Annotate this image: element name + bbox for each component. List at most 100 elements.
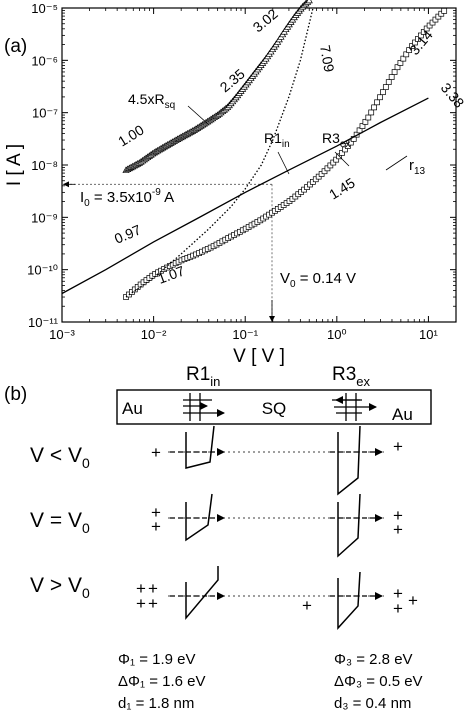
data-point-square	[415, 36, 421, 42]
solid-curve	[61, 97, 429, 295]
x-tick-label: 10⁰	[327, 327, 347, 342]
charge-b1-l: +	[151, 443, 161, 462]
plot-frame	[61, 7, 457, 323]
charge-b3-l4: +	[148, 594, 158, 613]
data-point-square	[368, 109, 375, 116]
data-point-square	[429, 19, 436, 26]
annotation-r3-ex: R3ex	[322, 130, 350, 150]
data-point-square	[403, 51, 410, 58]
panel-a: (a) 10⁻³ 10⁻² 10⁻¹ 10⁰ 10¹ 10⁻¹¹ 10⁻¹⁰ 10⁻⁹ 10⁻⁸…	[4, 0, 468, 367]
data-point-square	[400, 55, 407, 62]
annotation-1-07: 1.07	[156, 262, 187, 286]
data-point-square	[371, 104, 377, 111]
data-point-square	[438, 10, 445, 17]
data-point-square	[391, 69, 398, 75]
center-sq: SQ	[262, 399, 287, 418]
data-point-square	[441, 8, 448, 14]
data-point-square	[327, 162, 334, 169]
charge-b3-r3: +	[408, 591, 418, 610]
annotation-3-14: 3.14	[406, 27, 436, 58]
panel-b-label: (b)	[4, 384, 27, 405]
charge-b3-l1: +	[136, 579, 146, 598]
data-point-square	[420, 29, 427, 35]
annotation-3-02: 3.02	[250, 5, 281, 35]
r1-in-label: R1in	[186, 364, 220, 389]
left-phi: Φ₁ = 1.9 eV	[118, 651, 196, 668]
annotation-1-45: 1.45	[326, 174, 358, 202]
charge-b3-r2: +	[393, 599, 403, 618]
data-point-square	[333, 156, 340, 163]
charge-b2-r2: +	[393, 520, 403, 539]
data-point-triangle	[305, 0, 313, 4]
band-diagram-equal	[168, 493, 384, 558]
charge-b2-r1: +	[393, 506, 403, 525]
panel-b: (b) R1in R3ex Au SQ Au V < V0 V = V0 V >…	[4, 364, 432, 712]
charge-b3-l3: +	[136, 594, 146, 613]
data-point-square	[423, 25, 430, 32]
v0-label: V0 = 0.14 V	[280, 270, 356, 290]
row-label-below: V < V0	[30, 444, 90, 471]
panel-a-label: (a)	[4, 36, 27, 57]
data-point-square	[362, 118, 369, 125]
y-tick-label: 10⁻⁵	[31, 1, 58, 16]
data-point-square	[418, 32, 424, 39]
data-point-square	[409, 43, 415, 49]
y-tick-label: 10⁻⁶	[31, 53, 58, 68]
y-tick-label: 10⁻¹¹	[28, 315, 59, 330]
data-point-square	[324, 165, 331, 172]
x-tick-label: 10⁻²	[141, 327, 167, 342]
charge-b3-l2: +	[148, 579, 158, 598]
data-point-square	[432, 16, 439, 23]
row-label-equal: V = V0	[30, 509, 90, 536]
data-point-square	[406, 47, 413, 53]
data-point-square	[382, 84, 389, 90]
annotation-r1-in: R1in	[264, 130, 290, 150]
data-point-square	[347, 139, 354, 146]
row-label-above: V > V0	[30, 574, 90, 601]
r3-ex-label: R3ex	[332, 364, 371, 389]
data-point-square	[377, 94, 383, 101]
left-dphi: ΔΦ₁ = 1.6 eV	[118, 673, 206, 690]
annotation-7-09: 7.09	[317, 44, 338, 74]
dotted-curve	[125, 7, 314, 298]
data-point-square	[330, 159, 337, 166]
annotation-1-00: 1.00	[115, 121, 147, 149]
y-tick-label: 10⁻⁹	[31, 210, 58, 225]
annotation-3-38: 3.38	[438, 80, 468, 111]
electrode-right: Au	[392, 405, 413, 424]
r3-pointer	[334, 151, 350, 167]
data-point-square	[345, 143, 351, 149]
data-point-square	[385, 79, 392, 85]
annotation-r13: r13	[409, 157, 426, 177]
charge-b3-r1: +	[393, 584, 403, 603]
band-diagram-below	[168, 425, 384, 496]
x-tick-label: 10⁻³	[49, 327, 75, 342]
data-point-square	[388, 74, 395, 80]
data-point-square	[380, 89, 386, 96]
y-tick-label: 10⁻⁷	[32, 106, 58, 121]
data-point-square	[397, 60, 404, 66]
x-tick-label: 10⁻¹	[232, 327, 258, 342]
left-d: d₁ = 1.8 nm	[118, 695, 194, 712]
right-d: d₃ = 0.4 nm	[334, 695, 411, 712]
right-dphi: ΔΦ₃ = 0.5 eV	[334, 673, 423, 690]
annotation-rsq: 4.5xRsq	[128, 91, 175, 111]
x-axis-label: V [ V ]	[233, 346, 285, 367]
data-point-square	[435, 13, 442, 20]
rsq-pointer	[187, 105, 209, 125]
band-diagram-above	[168, 566, 384, 630]
r1-pointer	[277, 151, 290, 175]
y-tick-label: 10⁻⁸	[31, 158, 58, 173]
charge-b2-l2: +	[151, 517, 161, 536]
i0-label: I0 = 3.5x10-9 A	[80, 187, 174, 209]
charge-b2-l1: +	[151, 503, 161, 522]
electrode-left: Au	[122, 399, 143, 418]
data-point-square	[359, 123, 366, 129]
right-phi: Φ₃ = 2.8 eV	[334, 651, 413, 668]
y-axis-label: I [ A ]	[4, 144, 25, 186]
charge-b3-m: +	[302, 596, 312, 615]
charge-b1-r: +	[393, 437, 403, 456]
data-point-square	[339, 150, 345, 156]
x-tick-label: 10¹	[419, 327, 438, 342]
